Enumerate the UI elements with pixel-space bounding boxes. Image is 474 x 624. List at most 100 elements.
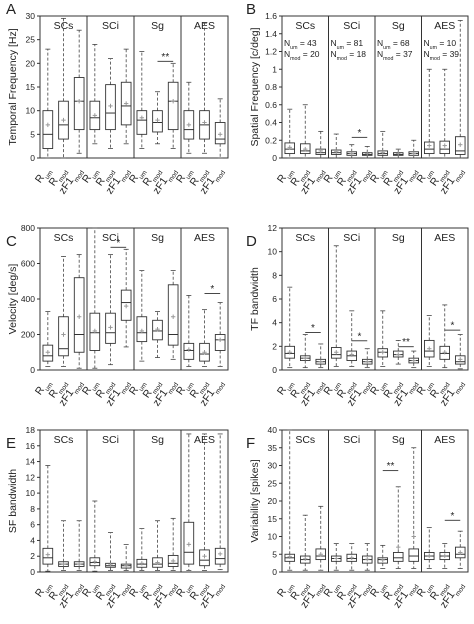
box-aes-1 [439, 304, 451, 369]
panel-letter: C [6, 233, 17, 250]
sample-size-label: Num = 81 [331, 38, 364, 51]
box-sci-0 [330, 543, 342, 571]
box-sci-1 [105, 254, 116, 366]
x-tick-label: Rum [414, 377, 435, 399]
box-sci-0 [89, 44, 101, 145]
box-scs-0 [284, 286, 296, 369]
y-tick-label: 1 [272, 64, 277, 74]
group-name: AES [434, 20, 455, 32]
y-tick-label: 10 [268, 247, 278, 257]
y-tick-label: 8 [272, 270, 277, 280]
y-tick-label: 400 [21, 294, 35, 304]
x-tick-label: Rum [174, 165, 195, 187]
y-axis-label: Variability [spikes] [249, 459, 261, 542]
iqr-box [392, 552, 404, 562]
group-name: AES [194, 434, 215, 446]
y-tick-label: 12 [268, 223, 278, 233]
panel-b: B 0 0.2 0.4 0.6 0.8 1 1.2 1.4 1.6 Spatial Frequenc… [246, 1, 469, 196]
significance-label: * [451, 511, 455, 522]
y-tick-label: 10 [268, 532, 278, 542]
box-aes-2 [214, 302, 226, 367]
sample-size-label: Num = 10 [424, 38, 457, 51]
box-sg-0 [136, 270, 148, 362]
y-tick-label: 16 [26, 441, 36, 451]
group-name: Sg [392, 20, 405, 32]
box-scs-1 [299, 334, 311, 369]
box-aes-2 [454, 334, 466, 370]
y-tick-label: 35 [268, 443, 278, 453]
y-tick-label: 20 [26, 58, 36, 68]
x-tick-label: Rum [80, 579, 101, 601]
group-name: Sg [392, 434, 405, 446]
y-axis-label: Spatial Frequency [c/deg] [249, 27, 261, 146]
iqr-box [42, 110, 54, 149]
y-tick-label: 200 [21, 330, 35, 340]
y-tick-label: 600 [21, 259, 35, 269]
group-name: SCi [102, 232, 119, 244]
box-sci-2 [120, 48, 132, 145]
box-sg-2 [408, 139, 420, 159]
y-axis-label: Temporal Frequency [Hz] [7, 28, 19, 145]
box-aes-0 [183, 295, 195, 367]
box-sg-1 [152, 311, 163, 358]
y-tick-label: 0 [30, 153, 35, 163]
x-tick-label: Rum [33, 579, 54, 601]
y-tick-label: 800 [21, 223, 35, 233]
box-aes-2 [214, 98, 226, 159]
panel-letter: D [246, 233, 257, 250]
x-tick-label: Rum [321, 165, 342, 187]
y-tick-label: 1.4 [265, 29, 277, 39]
x-tick-label: Rum [368, 377, 389, 399]
box-aes-0 [423, 315, 435, 367]
box-sci-2 [120, 543, 132, 571]
significance-label: * [358, 128, 362, 139]
box-aes-1 [439, 543, 451, 569]
y-tick-label: 0 [30, 365, 35, 375]
y-tick-label: 18 [26, 425, 36, 435]
group-name: Sg [392, 232, 405, 244]
x-tick-label: Rum [414, 165, 435, 187]
box-sg-0 [377, 310, 389, 367]
box-sci-1 [346, 310, 358, 367]
box-sci-2 [361, 348, 373, 369]
box-scs-2 [315, 130, 327, 159]
y-tick-label: 0 [272, 365, 277, 375]
box-scs-2 [73, 520, 85, 571]
y-tick-label: 20 [268, 496, 278, 506]
significance-label: * [311, 323, 315, 334]
y-tick-label: 0 [30, 567, 35, 577]
y-tick-label: 30 [26, 11, 36, 21]
box-aes-0 [423, 68, 435, 159]
group-name: SCs [295, 434, 315, 446]
x-tick-label: Rum [368, 165, 389, 187]
box-sg-0 [136, 51, 148, 149]
group-name: SCs [295, 232, 315, 244]
box-sg-0 [377, 130, 389, 159]
y-axis-label: TF bandwidth [249, 267, 261, 331]
group-name: SCi [102, 434, 119, 446]
y-tick-label: 15 [26, 82, 36, 92]
y-tick-label: 25 [268, 478, 278, 488]
box-scs-0 [42, 465, 54, 572]
panel-letter: B [246, 1, 256, 18]
x-tick-label: Rum [368, 579, 389, 601]
group-name: AES [434, 434, 455, 446]
box-scs-2 [315, 505, 327, 571]
y-axis-label: SF bandwidth [7, 469, 19, 533]
box-scs-1 [299, 514, 311, 571]
iqr-box [214, 547, 226, 565]
y-tick-label: 25 [26, 35, 36, 45]
y-tick-label: 30 [268, 461, 278, 471]
y-tick-label: 0.4 [265, 118, 277, 128]
box-scs-1 [58, 255, 69, 367]
x-tick-label: Rum [127, 579, 148, 601]
y-tick-label: 12 [26, 472, 36, 482]
y-tick-label: 6 [30, 520, 35, 530]
group-name: SCs [54, 232, 74, 244]
box-scs-1 [58, 520, 69, 571]
y-tick-label: 5 [272, 549, 277, 559]
box-sg-2 [167, 517, 179, 571]
